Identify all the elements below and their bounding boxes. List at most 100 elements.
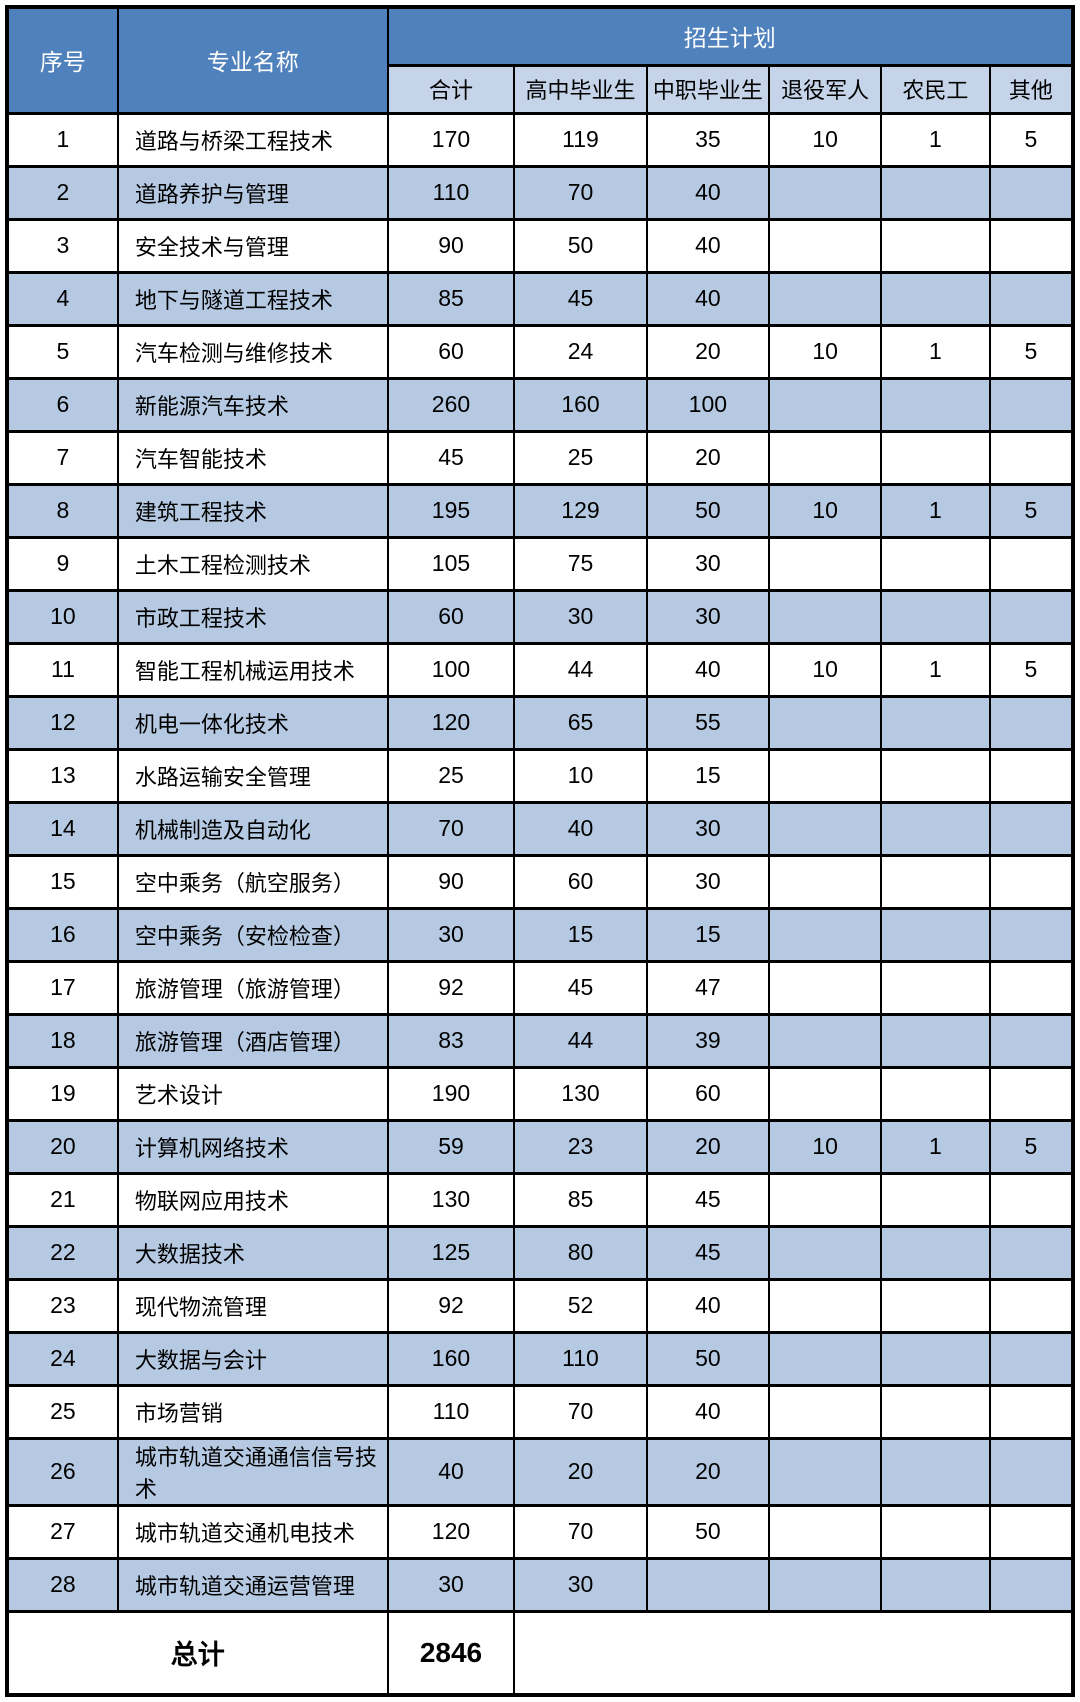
- total-cell: 60: [386, 323, 516, 380]
- veterans-cell: 10: [768, 323, 883, 380]
- veterans-cell: [768, 270, 883, 327]
- table-row: 5 汽车检测与维修技术 60 24 20 10 1 5: [6, 323, 1075, 380]
- row-number-cell: 10: [6, 588, 119, 645]
- major-name-cell: 市政工程技术: [116, 588, 389, 645]
- vocational-cell: 50: [645, 482, 771, 539]
- major-name-cell: 旅游管理（旅游管理）: [116, 959, 389, 1016]
- high-school-cell: 25: [513, 429, 648, 486]
- table-row: 8 建筑工程技术 195 129 50 10 1 5: [6, 482, 1075, 539]
- veterans-cell: 10: [768, 641, 883, 698]
- others-cell: [988, 164, 1075, 221]
- total-cell: 195: [386, 482, 516, 539]
- sub-header-others: 其他: [988, 63, 1075, 115]
- others-cell: [988, 1224, 1075, 1281]
- major-name-cell: 汽车检测与维修技术: [116, 323, 389, 380]
- migrant-workers-cell: [880, 429, 991, 486]
- total-cell: 90: [386, 217, 516, 274]
- high-school-cell: 20: [513, 1436, 648, 1507]
- table-header: 序号 专业名称 招生计划 合计 高中毕业生 中职毕业生 退役军人 农民工 其他: [6, 5, 1075, 115]
- table-row: 28 城市轨道交通运营管理 30 30: [6, 1556, 1075, 1613]
- others-cell: [988, 1503, 1075, 1560]
- total-cell: 92: [386, 1277, 516, 1334]
- enrollment-plan-table: 序号 专业名称 招生计划 合计 高中毕业生 中职毕业生 退役军人 农民工 其他 1 道路与桥…: [5, 5, 1075, 1697]
- major-name-cell: 现代物流管理: [116, 1277, 389, 1334]
- table-row: 18 旅游管理（酒店管理） 83 44 39: [6, 1012, 1075, 1069]
- high-school-cell: 10: [513, 747, 648, 804]
- row-number-cell: 21: [6, 1171, 119, 1228]
- row-number-cell: 25: [6, 1383, 119, 1440]
- vocational-cell: 55: [645, 694, 771, 751]
- total-cell: 260: [386, 376, 516, 433]
- others-cell: [988, 1383, 1075, 1440]
- migrant-workers-cell: [880, 1503, 991, 1560]
- others-cell: 5: [988, 1118, 1075, 1175]
- veterans-cell: [768, 1556, 883, 1613]
- table-row: 22 大数据技术 125 80 45: [6, 1224, 1075, 1281]
- migrant-workers-cell: 1: [880, 641, 991, 698]
- table-row: 24 大数据与会计 160 110 50: [6, 1330, 1075, 1387]
- major-name-cell: 市场营销: [116, 1383, 389, 1440]
- vocational-cell: 15: [645, 906, 771, 963]
- vocational-cell: 30: [645, 588, 771, 645]
- migrant-workers-cell: [880, 959, 991, 1016]
- sub-header-veterans: 退役军人: [768, 63, 883, 115]
- row-number-cell: 22: [6, 1224, 119, 1281]
- major-name-cell: 道路与桥梁工程技术: [116, 111, 389, 168]
- row-number-cell: 7: [6, 429, 119, 486]
- row-number-cell: 17: [6, 959, 119, 1016]
- col-header-number: 序号: [6, 5, 119, 115]
- major-name-cell: 城市轨道交通通信信号技术: [116, 1436, 389, 1507]
- veterans-cell: 10: [768, 1118, 883, 1175]
- row-number-cell: 18: [6, 1012, 119, 1069]
- migrant-workers-cell: 1: [880, 111, 991, 168]
- header-row-sub: 合计 高中毕业生 中职毕业生 退役军人 农民工 其他: [7, 63, 1075, 115]
- table-row: 13 水路运输安全管理 25 10 15: [6, 747, 1075, 804]
- others-cell: [988, 747, 1075, 804]
- total-cell: 120: [386, 694, 516, 751]
- high-school-cell: 70: [513, 1503, 648, 1560]
- vocational-cell: 50: [645, 1503, 771, 1560]
- high-school-cell: 30: [513, 1556, 648, 1613]
- migrant-workers-cell: [880, 1012, 991, 1069]
- table-row: 6 新能源汽车技术 260 160 100: [6, 376, 1075, 433]
- major-name-cell: 建筑工程技术: [116, 482, 389, 539]
- others-cell: [988, 1436, 1075, 1507]
- vocational-cell: 15: [645, 747, 771, 804]
- vocational-cell: 35: [645, 111, 771, 168]
- total-cell: 30: [386, 906, 516, 963]
- vocational-cell: 20: [645, 1118, 771, 1175]
- migrant-workers-cell: [880, 1330, 991, 1387]
- migrant-workers-cell: [880, 747, 991, 804]
- row-number-cell: 23: [6, 1277, 119, 1334]
- migrant-workers-cell: [880, 1436, 991, 1507]
- veterans-cell: [768, 164, 883, 221]
- high-school-cell: 130: [513, 1065, 648, 1122]
- vocational-cell: 100: [645, 376, 771, 433]
- grand-total-row: 总计 2846: [6, 1609, 1074, 1697]
- row-number-cell: 26: [6, 1436, 119, 1507]
- major-name-cell: 大数据技术: [116, 1224, 389, 1281]
- table-row: 12 机电一体化技术 120 65 55: [6, 694, 1075, 751]
- migrant-workers-cell: [880, 588, 991, 645]
- header-row-top: 序号 专业名称 招生计划: [6, 5, 1075, 115]
- major-name-cell: 土木工程检测技术: [116, 535, 389, 592]
- major-name-cell: 空中乘务（安检检查）: [116, 906, 389, 963]
- table-footer: 总计 2846: [6, 1609, 1074, 1697]
- others-cell: [988, 376, 1075, 433]
- table-row: 15 空中乘务（航空服务） 90 60 30: [6, 853, 1075, 910]
- sub-header-high-school-grads: 高中毕业生: [513, 63, 648, 115]
- total-cell: 25: [386, 747, 516, 804]
- veterans-cell: [768, 588, 883, 645]
- row-number-cell: 2: [6, 164, 119, 221]
- col-header-plan-group: 招生计划: [386, 5, 1075, 67]
- high-school-cell: 23: [513, 1118, 648, 1175]
- row-number-cell: 6: [6, 376, 119, 433]
- grand-total-value: 2846: [386, 1609, 516, 1697]
- vocational-cell: 40: [645, 1277, 771, 1334]
- row-number-cell: 1: [6, 111, 119, 168]
- others-cell: [988, 588, 1075, 645]
- table-row: 19 艺术设计 190 130 60: [6, 1065, 1075, 1122]
- vocational-cell: 45: [645, 1171, 771, 1228]
- migrant-workers-cell: [880, 853, 991, 910]
